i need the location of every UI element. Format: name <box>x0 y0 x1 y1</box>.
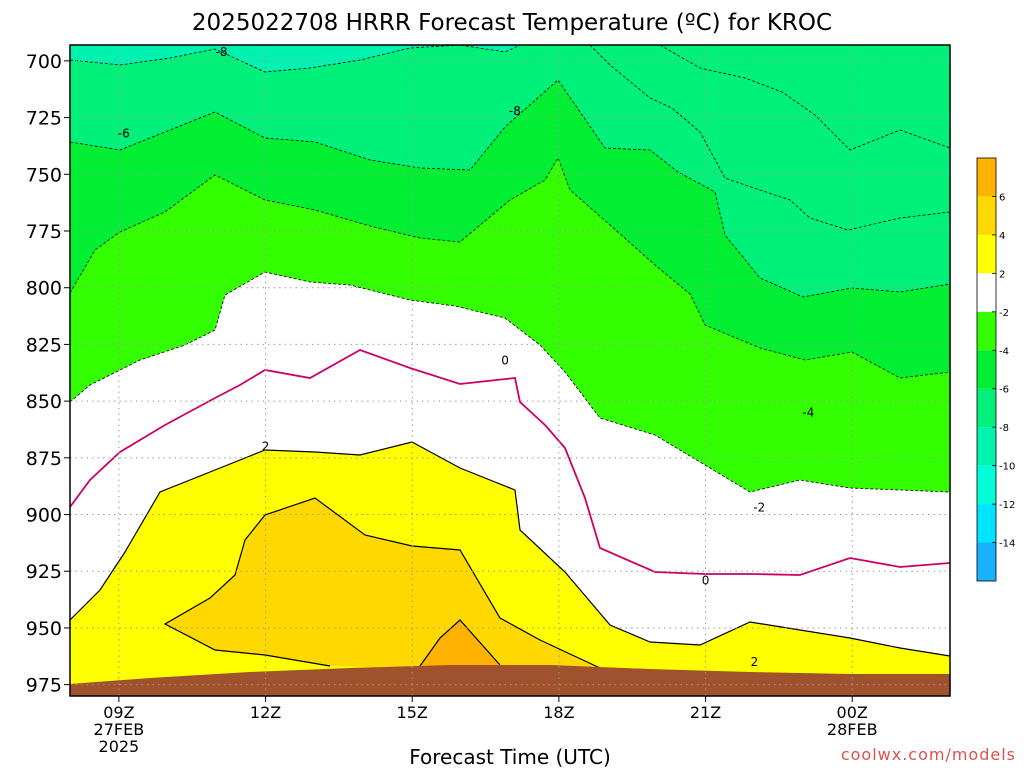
colorbar-label--14: -14 <box>999 539 1015 550</box>
colorbar-band-1 <box>977 196 996 235</box>
isotherm-zero <box>70 349 950 576</box>
x-tick-label-27FEB: 27FEB <box>94 720 145 739</box>
plot-frame <box>69 44 951 697</box>
y-tick-label-900: 900 <box>26 505 62 527</box>
colorbar-label-2: 2 <box>999 269 1005 280</box>
x-tick-label-09Z: 09Z <box>103 703 134 722</box>
y-tick-label-825: 825 <box>26 334 62 356</box>
isotherm-minus-10 <box>589 45 950 231</box>
x-tick-label-28FEB: 28FEB <box>827 720 878 739</box>
colorbar-band-2 <box>977 234 996 274</box>
colorbar-band-9 <box>977 504 996 543</box>
contour-label-1: -8 <box>509 104 521 118</box>
y-tick-label-850: 850 <box>26 391 62 413</box>
isotherm-minus-2 <box>70 271 950 493</box>
colorbar-label--8: -8 <box>999 423 1009 434</box>
isotherm-minus-6 <box>70 79 950 298</box>
colorbar-band-10 <box>977 542 996 581</box>
colorbar-label--10: -10 <box>999 462 1015 473</box>
x-tick-label-00Z: 00Z <box>837 703 868 722</box>
x-tick-label-15Z: 15Z <box>397 703 428 722</box>
isotherm-minus-8 <box>70 45 521 73</box>
contour-label-7: 0 <box>702 573 710 587</box>
band-above-6 <box>420 620 500 666</box>
contour-label-3: 0 <box>501 353 509 367</box>
credit-text: coolwx.com/models <box>841 745 1016 764</box>
y-tick-label-875: 875 <box>26 448 62 470</box>
isotherm-minus-4 <box>70 157 950 379</box>
contour-label-8: 2 <box>751 655 759 669</box>
y-tick-label-725: 725 <box>26 108 62 130</box>
y-tick-label-750: 750 <box>26 164 62 186</box>
y-tick-label-700: 700 <box>26 51 62 73</box>
chart-title: 2025022708 HRRR Forecast Temperature (ºC… <box>192 10 832 36</box>
colorbar-label--2: -2 <box>999 308 1009 319</box>
isotherm-4 <box>163 497 601 669</box>
contour-label-5: 2 <box>262 439 270 453</box>
contour-labels: -8 -8 -6 0 -4 2 -2 0 2 <box>118 45 814 669</box>
colorbar-band-3 <box>977 273 996 312</box>
ground-terrain <box>70 665 950 696</box>
colorbar-label-6: 6 <box>999 192 1005 203</box>
colorbar-band-6 <box>977 388 996 428</box>
x-tick-label-18Z: 18Z <box>543 703 574 722</box>
y-tick-label-800: 800 <box>26 278 62 300</box>
contour-label-2: -6 <box>118 126 130 140</box>
colorbar-label--12: -12 <box>999 500 1015 511</box>
colorbar-label--4: -4 <box>999 346 1009 357</box>
contour-label-0: -8 <box>216 45 228 59</box>
colorbar-band-8 <box>977 465 996 505</box>
isotherm-2 <box>70 441 950 657</box>
y-tick-label-925: 925 <box>26 561 62 583</box>
band-4-to-6 <box>165 498 600 668</box>
colorbar-frame <box>976 157 997 582</box>
colorbar: 6 4 2 -2 -4 -6 -8 -10 -12 -14 <box>976 157 1015 582</box>
plot-area <box>70 45 950 696</box>
x-tick-label-21Z: 21Z <box>690 703 721 722</box>
colorbar-label-4: 4 <box>999 231 1005 242</box>
x-axis-label: Forecast Time (UTC) <box>409 745 611 768</box>
y-tick-label-775: 775 <box>26 221 62 243</box>
contour-label-6: -2 <box>753 501 765 515</box>
isotherm-6 <box>419 619 501 667</box>
x-tick-label-2025: 2025 <box>99 737 140 756</box>
x-tick-label-12Z: 12Z <box>250 703 281 722</box>
colorbar-band-5 <box>977 350 996 389</box>
colorbar-band-7 <box>977 427 996 466</box>
isotherm-minus-12 <box>659 45 950 151</box>
colorbar-label--6: -6 <box>999 385 1009 396</box>
y-axis: 700 725 750 775 800 825 850 875 900 925 950 975 <box>26 51 70 697</box>
contour-label-4: -4 <box>802 405 814 419</box>
y-tick-label-975: 975 <box>26 675 62 697</box>
colorbar-band-4 <box>977 311 996 351</box>
gridlines <box>70 45 950 696</box>
y-tick-label-950: 950 <box>26 618 62 640</box>
colorbar-band-0 <box>977 158 996 197</box>
